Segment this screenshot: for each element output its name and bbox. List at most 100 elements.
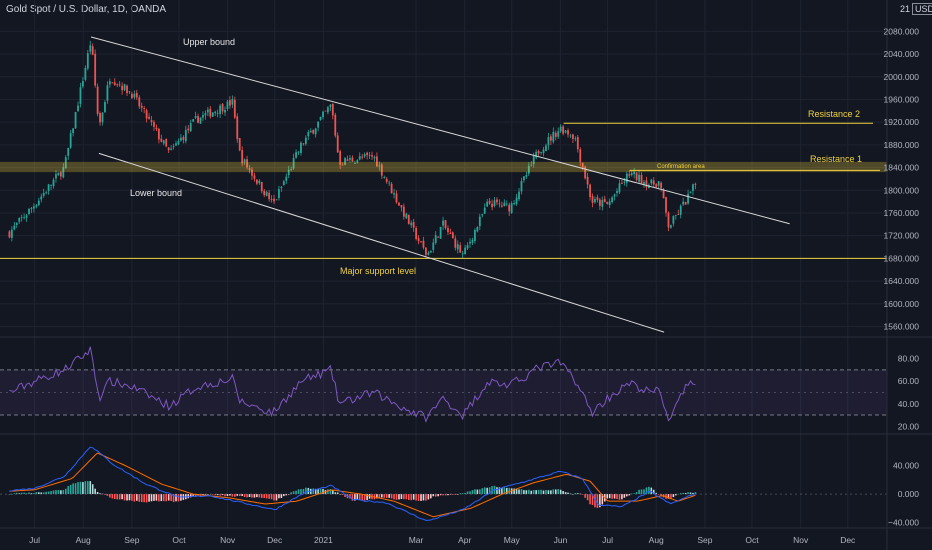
candle-body: [45, 192, 48, 194]
macd-histogram-bar: [601, 494, 604, 505]
macd-histogram-bar: [270, 494, 273, 500]
candle-body: [689, 192, 692, 193]
macd-histogram-bar: [488, 487, 491, 495]
signal-line: [9, 452, 696, 518]
currency-badge[interactable]: USD: [912, 3, 932, 15]
candle-body: [674, 215, 677, 216]
candle-body: [20, 217, 23, 219]
candle-body: [167, 147, 170, 151]
macd-histogram-bar: [616, 494, 618, 500]
macd-histogram-bar: [554, 489, 557, 495]
candle-body: [157, 128, 160, 140]
x-tick-label: Apr: [458, 535, 471, 545]
macd-histogram-bar: [667, 494, 670, 499]
macd-tick-label: 40.000: [893, 461, 919, 471]
candle-body: [302, 143, 305, 145]
macd-histogram-bar: [280, 494, 283, 499]
candle-body: [25, 215, 28, 218]
candle-body: [574, 138, 577, 140]
macd-histogram-bar: [150, 494, 153, 502]
macd-histogram-bar: [207, 494, 209, 495]
macd-histogram-bar: [128, 494, 131, 501]
candle-body: [143, 108, 146, 109]
macd-histogram-bar: [505, 487, 508, 495]
candle-body: [118, 84, 121, 86]
price-tick-label: 1600.000: [884, 299, 920, 309]
candle-body: [361, 156, 364, 158]
candle-body: [466, 245, 469, 249]
candle-body: [412, 222, 415, 228]
candle-body: [442, 220, 444, 226]
x-tick-label: Oct: [172, 535, 186, 545]
macd-histogram-bar: [238, 494, 241, 496]
upper-bound-trendline[interactable]: [90, 36, 790, 225]
macd-histogram-bar: [687, 492, 689, 495]
candle-body: [655, 184, 658, 187]
macd-histogram-bar: [574, 492, 577, 495]
candle-body: [219, 105, 222, 114]
macd-histogram-bar: [633, 493, 635, 495]
macd-histogram-bar: [508, 487, 511, 495]
candle-body: [667, 212, 670, 228]
time-axis[interactable]: Jul Aug Sep Oct Nov Dec 2021 Mar Apr May Jun Jul Aug…: [29, 535, 856, 545]
candle-body: [349, 158, 351, 160]
candle-body: [608, 201, 611, 206]
x-tick-label: Sep: [697, 535, 712, 545]
candle-body: [180, 137, 182, 141]
price-axis[interactable]: 1560.000 1600.000 1640.000 1680.000 1720.000…: [884, 26, 920, 527]
candle-body: [554, 132, 557, 137]
candle-body: [128, 91, 131, 93]
candle-body: [182, 137, 185, 140]
candle-body: [251, 169, 253, 176]
lower-bound-trendline[interactable]: [98, 152, 665, 333]
candle-body: [373, 156, 376, 159]
candle-body: [106, 85, 109, 101]
macd-histogram-bar: [562, 490, 564, 495]
macd-histogram-bar: [136, 494, 138, 501]
candle-body: [50, 184, 52, 186]
macd-histogram-bar: [354, 494, 356, 501]
macd-histogram-bar: [417, 494, 420, 501]
candle-body: [662, 189, 665, 199]
candle-body: [52, 179, 55, 187]
macd-histogram-bar: [69, 484, 72, 495]
candle-body: [206, 109, 209, 113]
candle-body: [405, 213, 408, 219]
macd-histogram-bar: [591, 494, 594, 506]
candle-body: [280, 186, 283, 189]
macd-histogram-bar: [84, 481, 87, 495]
candle-body: [640, 174, 643, 185]
macd-histogram-bar: [393, 494, 395, 500]
candle-body: [99, 113, 101, 123]
macd-histogram-bar: [297, 489, 300, 495]
candle-body: [618, 183, 621, 193]
candle-body: [586, 176, 589, 185]
macd-histogram-bar: [652, 489, 655, 495]
macd-histogram-bar: [283, 494, 285, 497]
candle-body: [314, 128, 317, 135]
macd-histogram-bar: [241, 494, 243, 496]
macd-histogram-bar: [528, 489, 530, 495]
macd-histogram-bar: [613, 494, 616, 499]
candle-body: [86, 53, 89, 69]
candle-body: [248, 168, 251, 170]
candle-body: [324, 110, 327, 112]
macd-histogram-bar: [430, 494, 432, 499]
x-tick-label: Aug: [649, 535, 664, 545]
currency-label[interactable]: 21 USD: [900, 3, 932, 15]
macd-line: [9, 446, 696, 521]
macd-histogram-bar: [290, 492, 292, 495]
annotations: Upper bound Lower bound Major support le…: [130, 37, 862, 276]
macd-histogram-bar: [552, 489, 555, 495]
candle-body: [498, 203, 501, 205]
candle-body: [199, 117, 202, 124]
macd-tick-label: 0.000: [898, 489, 920, 499]
macd-histogram-bar: [422, 494, 425, 501]
candle-body: [224, 109, 226, 113]
candle-body: [184, 129, 187, 142]
candle-body: [295, 152, 297, 158]
candle-body: [140, 105, 143, 108]
macd-histogram-bar: [336, 492, 339, 495]
macd-histogram-bar: [45, 491, 47, 495]
